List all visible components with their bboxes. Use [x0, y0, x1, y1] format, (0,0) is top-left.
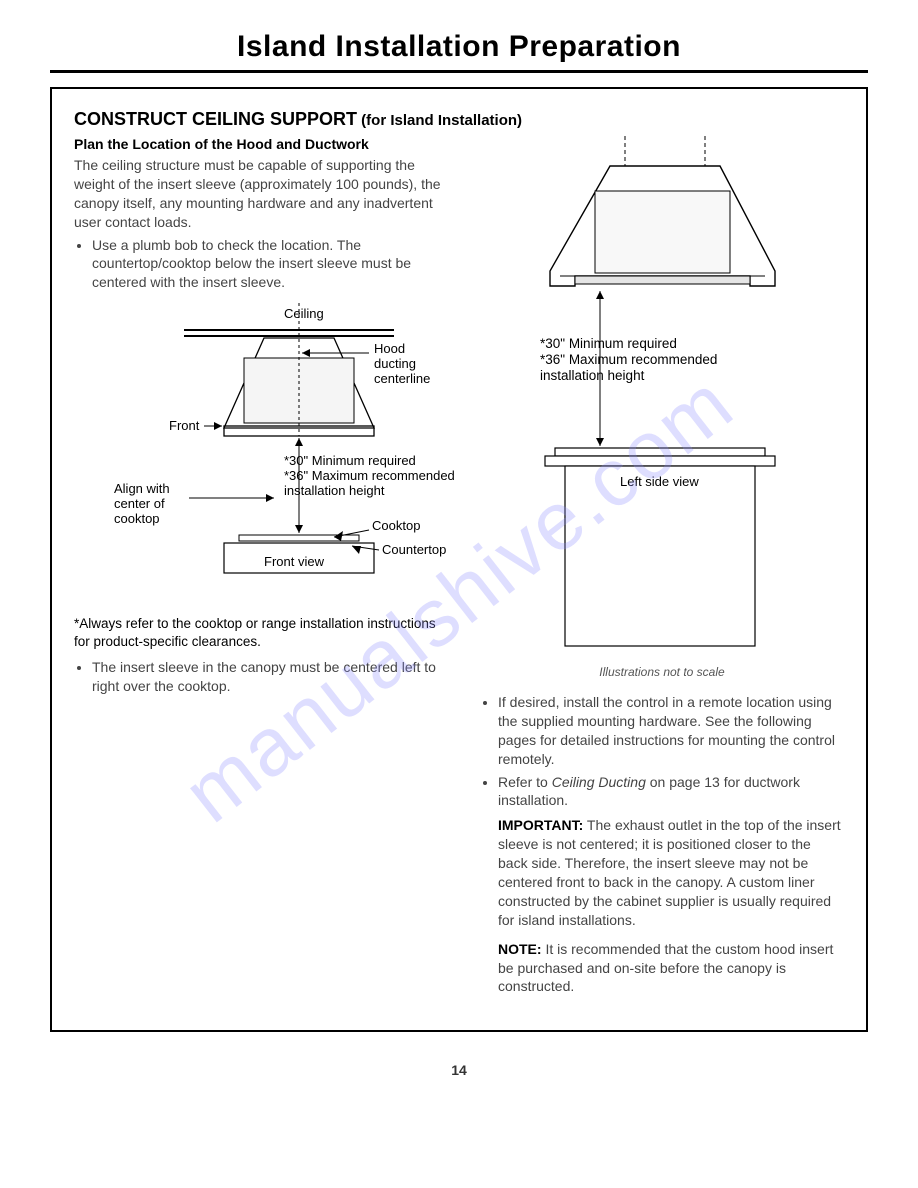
front-view-diagram: Ceiling Hood ducting [74, 298, 454, 601]
content-frame: CONSTRUCT CEILING SUPPORT (for Island In… [50, 87, 868, 1032]
h-l2: *36" Maximum recommended [284, 468, 454, 483]
right-column: *30" Minimum required *36" Maximum recom… [480, 136, 844, 1000]
frontview-label: Front view [264, 554, 325, 569]
hood-label-l3: centerline [374, 371, 430, 386]
rh-l3: installation height [540, 368, 645, 383]
leftside-label: Left side view [620, 474, 699, 489]
subheading: Plan the Location of the Hood and Ductwo… [74, 136, 454, 152]
important-paragraph: IMPORTANT: The exhaust outlet in the top… [498, 816, 844, 929]
side-view-diagram: *30" Minimum required *36" Maximum recom… [480, 136, 844, 679]
cooktop-label: Cooktop [372, 518, 420, 533]
footnote: *Always refer to the cooktop or range in… [74, 615, 454, 650]
front-label: Front [169, 418, 200, 433]
bullet-em: Ceiling Ducting [552, 774, 646, 790]
ceiling-label: Ceiling [284, 306, 324, 321]
list-item: Refer to Ceiling Ducting on page 13 for … [498, 773, 844, 811]
page-title: Island Installation Preparation [237, 30, 681, 63]
note-label: NOTE: [498, 941, 542, 957]
figure-caption: Illustrations not to scale [480, 665, 844, 679]
align-l3: cooktop [114, 511, 160, 526]
hood-label-l1: Hood [374, 341, 405, 356]
hood-label-l2: ducting [374, 356, 416, 371]
h-l1: *30" Minimum required [284, 453, 416, 468]
section-title: CONSTRUCT CEILING SUPPORT (for Island In… [74, 109, 844, 130]
list-item: If desired, install the control in a rem… [498, 693, 844, 769]
section-title-sub: (for Island Installation) [357, 112, 522, 129]
note-text: It is recommended that the custom hood i… [498, 941, 833, 995]
title-rule [50, 70, 868, 73]
left-bullet-list-2: The insert sleeve in the canopy must be … [74, 658, 454, 696]
page-number: 14 [50, 1062, 868, 1078]
list-item: Use a plumb bob to check the location. T… [92, 236, 454, 293]
left-bullet-list-1: Use a plumb bob to check the location. T… [74, 236, 454, 293]
intro-paragraph: The ceiling structure must be capable of… [74, 156, 454, 232]
align-l2: center of [114, 496, 165, 511]
important-label: IMPORTANT: [498, 817, 583, 833]
rh-l2: *36" Maximum recommended [540, 352, 717, 367]
note-paragraph: NOTE: It is recommended that the custom … [498, 940, 844, 997]
bullet-pre: Refer to [498, 774, 552, 790]
section-title-main: CONSTRUCT CEILING SUPPORT [74, 109, 357, 129]
rh-l1: *30" Minimum required [540, 336, 677, 351]
left-column: Plan the Location of the Hood and Ductwo… [74, 136, 454, 1000]
align-l1: Align with [114, 481, 170, 496]
right-bullet-list: If desired, install the control in a rem… [480, 693, 844, 810]
important-text: The exhaust outlet in the top of the ins… [498, 817, 841, 927]
list-item: The insert sleeve in the canopy must be … [92, 658, 454, 696]
countertop-label: Countertop [382, 542, 446, 557]
